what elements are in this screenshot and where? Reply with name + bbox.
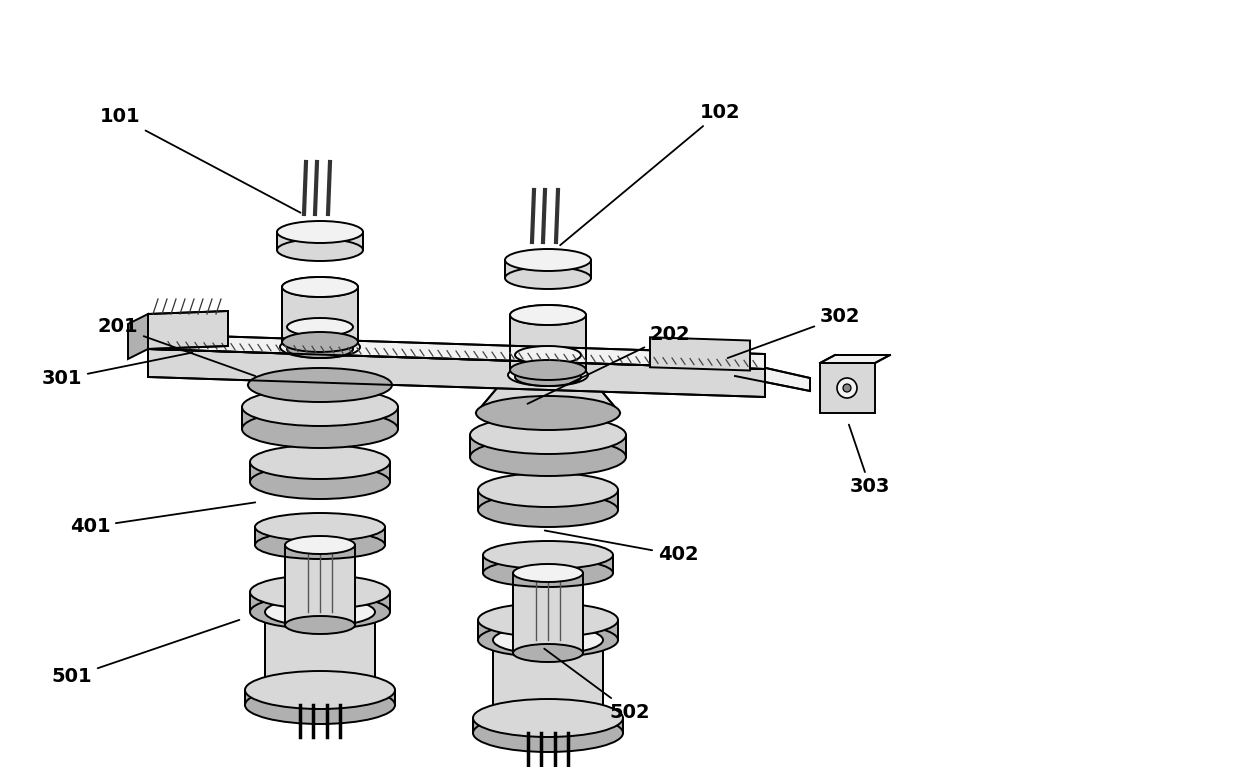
Polygon shape (472, 718, 622, 733)
Ellipse shape (494, 706, 603, 734)
Text: 202: 202 (527, 325, 691, 403)
Ellipse shape (250, 445, 391, 479)
Ellipse shape (470, 416, 626, 454)
Ellipse shape (246, 671, 396, 709)
Ellipse shape (242, 388, 398, 426)
Ellipse shape (470, 438, 626, 476)
Polygon shape (735, 361, 810, 391)
Ellipse shape (508, 364, 588, 386)
Ellipse shape (277, 239, 363, 261)
Text: 102: 102 (560, 103, 740, 245)
Circle shape (843, 384, 851, 392)
Ellipse shape (510, 305, 587, 325)
Polygon shape (513, 573, 583, 653)
Ellipse shape (477, 493, 618, 527)
Ellipse shape (477, 623, 618, 657)
Polygon shape (650, 337, 750, 370)
Ellipse shape (277, 221, 363, 243)
Circle shape (837, 378, 857, 398)
Ellipse shape (494, 626, 603, 654)
Ellipse shape (513, 564, 583, 582)
Ellipse shape (281, 332, 358, 352)
Ellipse shape (515, 346, 582, 364)
Polygon shape (242, 407, 398, 429)
Ellipse shape (472, 699, 622, 737)
Ellipse shape (248, 368, 392, 402)
Text: 302: 302 (728, 308, 861, 358)
Ellipse shape (515, 368, 582, 386)
Text: 201: 201 (98, 318, 255, 376)
Text: 101: 101 (99, 107, 300, 212)
Bar (820, 363, 875, 413)
Polygon shape (494, 640, 603, 720)
Ellipse shape (513, 644, 583, 662)
Polygon shape (510, 315, 587, 370)
Ellipse shape (285, 616, 355, 634)
Polygon shape (281, 287, 358, 342)
Ellipse shape (250, 465, 391, 499)
Polygon shape (248, 347, 392, 385)
Text: 501: 501 (52, 620, 239, 686)
Ellipse shape (286, 340, 353, 358)
Ellipse shape (246, 686, 396, 724)
Polygon shape (250, 592, 391, 612)
Ellipse shape (510, 360, 587, 380)
Ellipse shape (484, 559, 613, 587)
Ellipse shape (281, 277, 358, 297)
Polygon shape (148, 349, 765, 397)
Text: 301: 301 (42, 353, 192, 389)
Polygon shape (246, 690, 396, 705)
Polygon shape (128, 314, 148, 359)
Polygon shape (285, 545, 355, 625)
Text: 502: 502 (544, 649, 650, 722)
Polygon shape (265, 612, 374, 692)
Polygon shape (277, 232, 363, 250)
Polygon shape (820, 355, 890, 363)
Ellipse shape (505, 267, 591, 289)
Polygon shape (476, 375, 620, 413)
Ellipse shape (286, 318, 353, 336)
Polygon shape (477, 490, 618, 510)
Polygon shape (477, 620, 618, 640)
Ellipse shape (505, 249, 591, 271)
Ellipse shape (250, 575, 391, 609)
Ellipse shape (242, 410, 398, 448)
Ellipse shape (265, 598, 374, 626)
Text: 401: 401 (69, 502, 255, 536)
Polygon shape (470, 435, 626, 457)
Polygon shape (148, 311, 228, 349)
Polygon shape (255, 527, 384, 545)
Ellipse shape (484, 541, 613, 569)
Ellipse shape (255, 531, 384, 559)
Ellipse shape (477, 473, 618, 507)
Polygon shape (250, 462, 391, 482)
Ellipse shape (477, 603, 618, 637)
Polygon shape (484, 555, 613, 573)
Ellipse shape (280, 336, 360, 358)
Polygon shape (148, 334, 765, 369)
Ellipse shape (285, 536, 355, 554)
Text: 402: 402 (544, 531, 698, 565)
Ellipse shape (250, 595, 391, 629)
Ellipse shape (255, 513, 384, 541)
Polygon shape (505, 260, 591, 278)
Ellipse shape (476, 396, 620, 430)
Polygon shape (515, 355, 582, 377)
Polygon shape (286, 327, 353, 349)
Ellipse shape (265, 678, 374, 706)
Ellipse shape (472, 714, 622, 752)
Text: 303: 303 (849, 425, 890, 496)
